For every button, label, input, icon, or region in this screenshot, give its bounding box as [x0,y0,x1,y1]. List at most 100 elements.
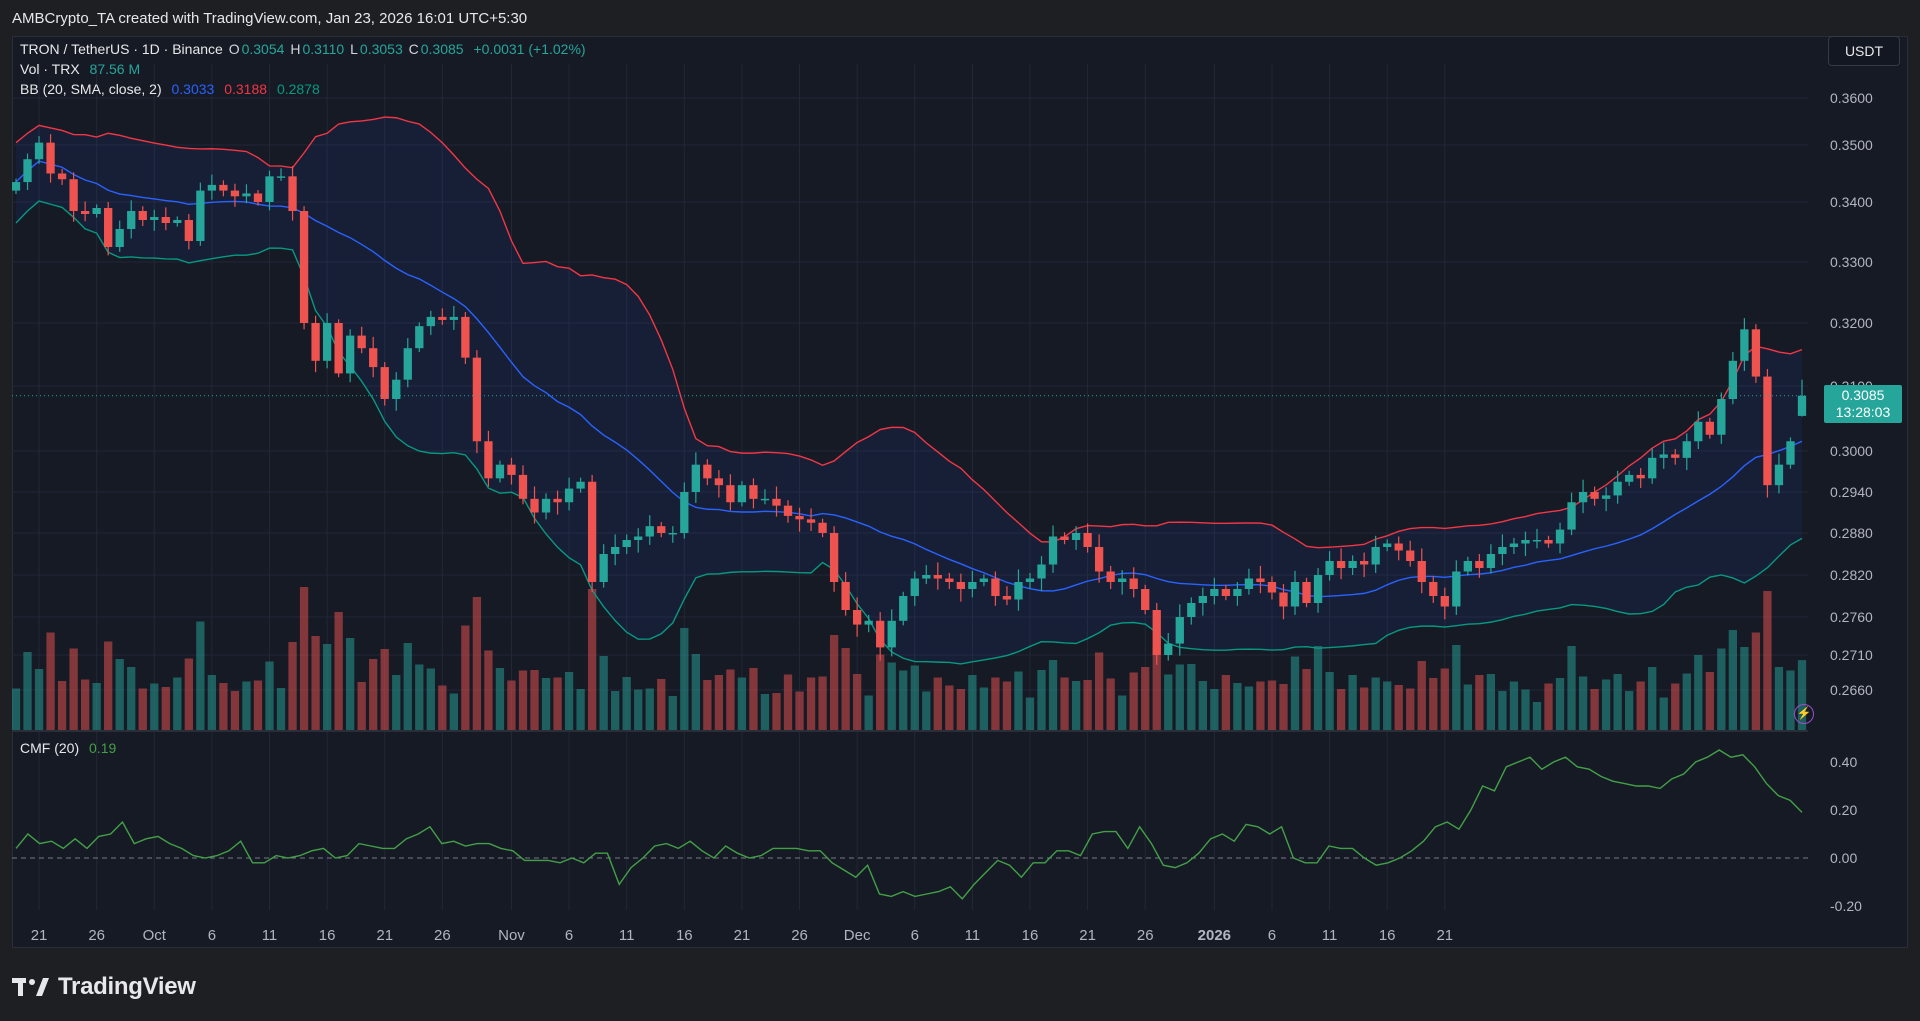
cmf-line [15,749,1803,900]
candle-body [749,485,758,499]
candle-body [864,620,873,625]
volume-bar [1037,670,1046,730]
candle-body [1048,536,1058,565]
candle-body [553,498,562,503]
candle-body [1463,561,1472,572]
volume-bar [438,685,447,730]
candle-body [1164,643,1173,655]
candle-body [760,498,770,501]
candle-body [1233,589,1242,596]
candle-body [242,193,251,197]
bb-band-area [16,117,1802,664]
cmf-label[interactable]: CMF (20) [20,740,80,756]
candle-body [726,485,735,503]
price-axis-label: 0.3300 [1830,254,1873,270]
volume-bar [426,668,435,730]
tradingview-wordmark: TradingView [58,973,196,1000]
volume-bar [150,683,159,730]
volume-bar [841,648,850,730]
candle-body [1440,596,1449,607]
price-axis-label: 0.3200 [1830,315,1873,331]
time-axis-label: Oct [143,927,167,944]
volume-bar [1198,681,1207,730]
candle-body [968,582,977,589]
volume-bar [1659,697,1668,730]
volume-bar [668,696,677,730]
candle-body [484,441,493,479]
volume-bar [1429,678,1438,730]
ohlc-legend: TRON / TetherUS · 1D · Binance O 0.3054 H… [20,41,588,57]
grid [12,64,1808,910]
candle-body [1648,457,1657,479]
candle-body [564,488,574,503]
volume-bar [1118,695,1127,730]
candle-body [426,316,435,327]
lightning-icon[interactable]: ⚡ [1794,704,1814,724]
volume-bar [1498,691,1507,730]
change-value: +0.0031 (+1.02%) [473,41,586,57]
candle-body [1256,578,1265,582]
candle-body [991,578,1000,596]
attribution-text: AMBCrypto_TA created with TradingView.co… [12,10,528,27]
volume-bar [645,688,654,730]
candle-body [1429,582,1438,596]
volume-bar [12,688,21,730]
candle-body [1452,571,1461,607]
candle-body [1763,376,1772,486]
bb-label[interactable]: BB (20, SMA, close, 2) [20,81,162,97]
volume-bar [1071,681,1081,730]
currency-button[interactable]: USDT [1828,36,1900,66]
cmf-legend: CMF (20) 0.19 [20,740,118,756]
candle-body [173,220,182,223]
volume-bar [1717,648,1726,730]
candle-body [979,578,989,582]
volume-bar [34,669,44,730]
volume-bar [876,654,885,730]
candle-body [1244,578,1254,589]
candle-body [841,582,850,610]
candle-body [1509,543,1519,547]
time-axis-label: 11 [965,927,981,944]
volume-bar [1175,664,1184,730]
volume-bar [737,677,747,730]
candle-body [57,173,67,180]
candle-body [1774,464,1784,486]
volume-bar [576,689,585,730]
volume-bar [933,677,942,730]
volume-bar [541,678,551,730]
candles [12,134,1808,665]
volume-bar [1267,680,1277,730]
volume-bar [1417,661,1426,730]
candle-body [196,190,205,241]
candle-body [622,540,631,547]
bar-countdown: 13:28:03 [1835,404,1891,420]
tradingview-logo[interactable]: TradingView [12,970,196,1004]
candle-body [495,464,505,479]
volume-bar [1152,648,1161,730]
cmf-value: 0.19 [89,740,117,756]
candle-body [1325,561,1334,575]
volume-label[interactable]: Vol · TRX [20,61,80,77]
candle-body [1671,454,1680,458]
volume-bar [691,654,700,730]
candle-body [1417,561,1426,582]
candle-body [853,610,862,625]
volume-bar [115,659,124,730]
volume-bar [242,681,251,730]
volume-bar [899,670,908,730]
candle-body [1118,578,1127,582]
candle-body [1106,571,1115,582]
volume-bar [1359,687,1369,730]
volume-bar [127,667,136,730]
candle-body [1786,441,1795,465]
volume-bar [1325,672,1334,730]
candle-body [1406,550,1415,561]
candle-body [1555,529,1565,544]
low-label: L [350,41,358,57]
volume-bar [1625,691,1634,730]
symbol-label[interactable]: TRON / TetherUS · 1D · Binance [20,41,223,57]
time-axis-label: 16 [676,927,693,944]
candle-body [599,554,608,582]
candle-body [922,575,931,579]
